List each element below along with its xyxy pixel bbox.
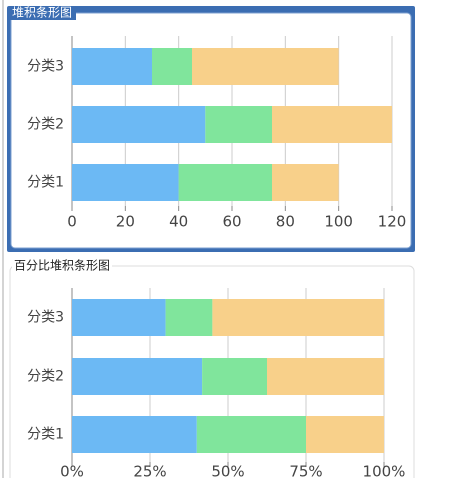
bar-segment xyxy=(72,48,152,85)
bar-segment xyxy=(152,48,192,85)
bar-segment xyxy=(196,416,306,453)
bar-segment xyxy=(178,164,272,201)
bar-segment xyxy=(205,106,272,143)
bar-segment xyxy=(72,299,166,336)
bar-segment xyxy=(72,164,179,201)
bar-segment xyxy=(267,358,384,395)
y-tick-label: 分类1 xyxy=(27,427,64,443)
x-tick-label: 60 xyxy=(222,213,241,231)
bar-segment xyxy=(165,299,213,336)
y-tick-label: 分类3 xyxy=(27,59,64,75)
title-bg xyxy=(10,6,76,20)
x-tick-label: 25% xyxy=(133,463,166,479)
bar-segment xyxy=(72,358,203,395)
x-tick-label: 20 xyxy=(116,213,135,231)
x-tick-label: 50% xyxy=(211,463,244,479)
x-tick-label: 100% xyxy=(363,463,406,479)
bar-segment xyxy=(212,299,384,336)
x-tick-label: 40 xyxy=(169,213,188,231)
y-tick-label: 分类1 xyxy=(27,175,64,191)
bar-segment xyxy=(272,106,392,143)
y-tick-label: 分类2 xyxy=(27,117,64,133)
x-tick-label: 120 xyxy=(378,213,407,231)
chart-title: 堆积条形图 xyxy=(12,6,72,20)
y-tick-label: 分类2 xyxy=(27,369,64,385)
x-tick-label: 100 xyxy=(324,213,353,231)
bar-segment xyxy=(272,164,339,201)
bar-segment xyxy=(192,48,339,85)
x-tick-label: 0% xyxy=(60,463,84,479)
x-tick-label: 0 xyxy=(67,213,77,231)
bar-segment xyxy=(72,416,197,453)
chart-title: 百分比堆积条形图 xyxy=(14,259,110,273)
title-bg xyxy=(12,259,112,273)
bar-segment xyxy=(202,358,267,395)
bar-segment xyxy=(72,106,206,143)
x-tick-label: 80 xyxy=(276,213,295,231)
x-tick-label: 75% xyxy=(289,463,322,479)
bar-segment xyxy=(306,416,384,453)
y-tick-label: 分类3 xyxy=(27,310,64,326)
